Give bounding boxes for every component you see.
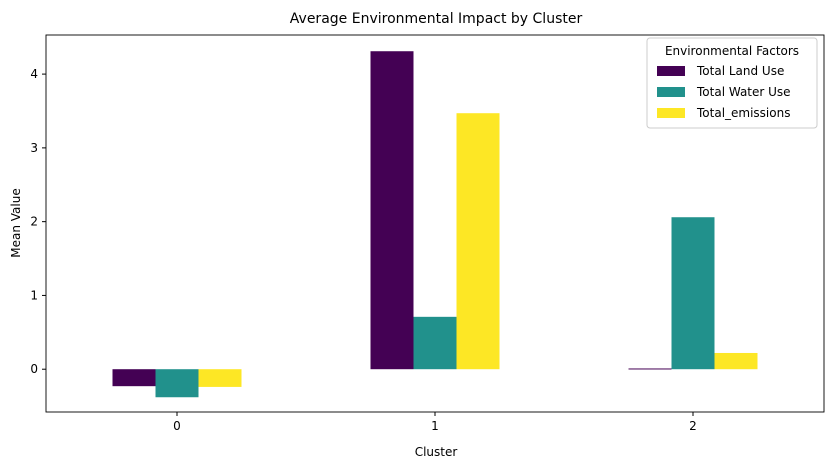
bar-total-water-use-cluster-0 — [155, 369, 199, 398]
legend-swatch-total-land-use — [657, 66, 685, 76]
y-tick-label: 1 — [30, 288, 38, 302]
y-tick-label: 4 — [30, 67, 38, 81]
chart-title: Average Environmental Impact by Cluster — [290, 11, 583, 27]
x-tick-label: 2 — [689, 419, 697, 433]
bar-total-emissions-cluster-2 — [714, 352, 758, 370]
legend-label-total-land-use: Total Land Use — [696, 64, 784, 78]
legend-swatch-total-water-use — [657, 87, 685, 97]
y-ticks: 0 1 2 3 4 — [30, 67, 46, 376]
x-ticks: 0 1 2 — [173, 412, 697, 433]
plot-frame — [45, 34, 825, 413]
legend-title: Environmental Factors — [665, 44, 799, 58]
bar-total-water-use-cluster-2 — [671, 217, 715, 370]
bar-total-land-use-cluster-1 — [370, 51, 414, 370]
x-tick-label: 1 — [431, 419, 439, 433]
y-axis-label: Mean Value — [9, 188, 23, 257]
y-tick-label: 3 — [30, 141, 38, 155]
legend-swatch-total-emissions — [657, 108, 685, 118]
bar-total-land-use-cluster-0 — [112, 369, 156, 387]
x-axis-label: Cluster — [415, 445, 458, 459]
legend-box — [646, 37, 818, 129]
bar-total-emissions-cluster-0 — [198, 369, 242, 387]
legend-label-total-water-use: Total Water Use — [696, 85, 791, 99]
bar-total-emissions-cluster-1 — [456, 113, 500, 370]
legend: Environmental Factors Total Land Use Tota… — [646, 37, 818, 129]
bar-total-water-use-cluster-1 — [413, 316, 457, 370]
y-tick-label: 0 — [30, 362, 38, 376]
legend-label-total-emissions: Total_emissions — [696, 106, 790, 120]
bars-group — [112, 51, 758, 398]
bar-total-land-use-cluster-2 — [628, 368, 672, 370]
x-tick-label: 0 — [173, 419, 181, 433]
y-tick-label: 2 — [30, 215, 38, 229]
